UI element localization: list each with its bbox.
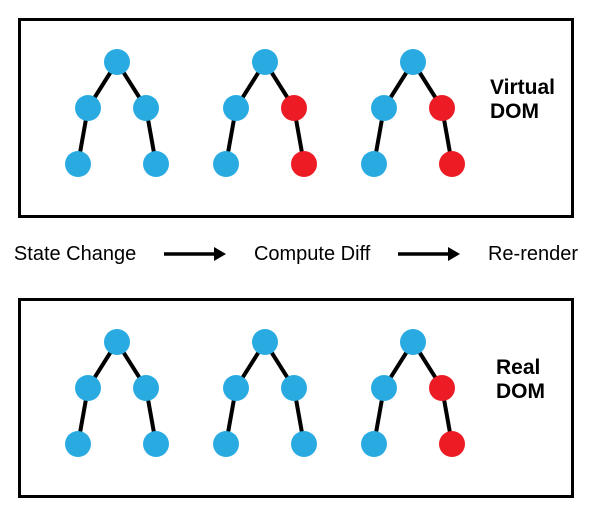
step-row: State Change Compute Diff Re-render xyxy=(0,234,592,274)
diagram-canvas: Virtual DOM Real DOM State Change Compute… xyxy=(0,0,592,514)
label-virtual-dom: Virtual DOM xyxy=(490,76,555,124)
step-label: Compute Diff xyxy=(254,243,370,266)
tree-diagram xyxy=(52,322,182,472)
arrow-right-icon xyxy=(398,247,460,261)
label-virtual-line1: Virtual xyxy=(490,76,555,99)
tree-diagram xyxy=(200,322,330,472)
label-virtual-line2: DOM xyxy=(490,100,539,123)
step-label: State Change xyxy=(14,243,136,266)
arrow-right-icon xyxy=(164,247,226,261)
label-real-dom: Real DOM xyxy=(496,356,545,404)
tree-diagram xyxy=(348,42,478,192)
step-label: Re-render xyxy=(488,243,578,266)
label-real-line1: Real xyxy=(496,356,540,379)
tree-diagram xyxy=(348,322,478,472)
tree-diagram xyxy=(52,42,182,192)
label-real-line2: DOM xyxy=(496,380,545,403)
tree-diagram xyxy=(200,42,330,192)
